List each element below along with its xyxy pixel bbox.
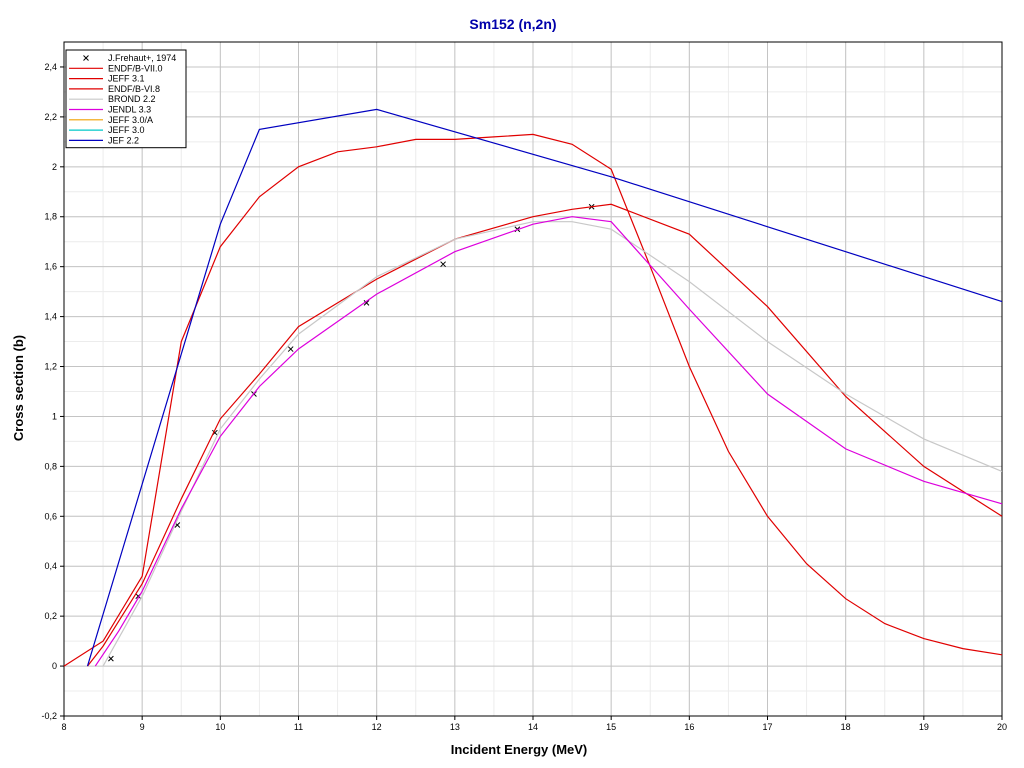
x-tick-label: 18	[841, 722, 851, 732]
legend-item: ENDF/B-VII.0	[69, 63, 163, 73]
legend-item: BROND 2.2	[69, 94, 156, 104]
legend-item: JEFF 3.1	[69, 74, 145, 84]
y-tick-label: 1,8	[44, 212, 57, 222]
legend-label: JEFF 3.1	[108, 74, 145, 84]
legend-item: JENDL 3.3	[69, 105, 151, 115]
series-line-jeff-3-1	[63, 133, 1003, 667]
y-tick-label: 2	[52, 162, 57, 172]
y-tick-label: 1,4	[44, 312, 57, 322]
data-point-j-frehaut-1974	[287, 346, 294, 352]
x-tick-label: 12	[372, 722, 382, 732]
axis-ticks: 8 9 10 11 12 13 14 15 16 17 18 19 20-0,200,20,40,60,…	[41, 62, 1007, 732]
legend-item: J.Frehaut+, 1974	[83, 53, 176, 63]
x-tick-label: 15	[606, 722, 616, 732]
legend-label: J.Frehaut+, 1974	[108, 53, 176, 63]
x-tick-label: 13	[450, 722, 460, 732]
x-tick-label: 20	[997, 722, 1007, 732]
legend-label: JENDL 3.3	[108, 105, 151, 115]
series-line-jef-2-2	[86, 108, 1003, 667]
series-line-jendl-3-3	[94, 216, 1003, 667]
x-tick-label: 8	[61, 722, 66, 732]
y-axis-label: Cross section (b)	[11, 335, 26, 441]
y-tick-label: 1	[52, 411, 57, 421]
y-tick-label: 1,6	[44, 262, 57, 272]
legend-label: JEF 2.2	[108, 135, 139, 145]
x-axis-label: Incident Energy (MeV)	[451, 742, 588, 757]
x-tick-label: 19	[919, 722, 929, 732]
data-point-j-frehaut-1974	[440, 261, 446, 268]
y-tick-label: 0,2	[44, 611, 57, 621]
data-point-j-frehaut-1974	[108, 655, 114, 662]
legend-label: ENDF/B-VII.0	[108, 63, 163, 73]
x-tick-label: 17	[762, 722, 772, 732]
y-tick-label: 0,8	[44, 461, 57, 471]
legend-label: BROND 2.2	[108, 94, 156, 104]
legend-item: JEFF 3.0	[69, 125, 145, 135]
legend-item: ENDF/B-VI.8	[69, 84, 160, 94]
y-tick-label: 2,2	[44, 112, 57, 122]
x-tick-label: 11	[294, 722, 303, 732]
legend-item: JEF 2.2	[69, 135, 139, 145]
y-tick-label: 0	[52, 661, 57, 671]
grid	[63, 41, 1003, 717]
y-tick-label: 2,4	[44, 62, 57, 72]
series-line-brond-2-2	[102, 221, 1003, 667]
series-layer	[63, 108, 1003, 667]
y-tick-label: 1,2	[44, 362, 57, 372]
data-point-j-frehaut-1974	[363, 300, 370, 306]
legend-label: ENDF/B-VI.8	[108, 84, 160, 94]
x-tick-label: 16	[684, 722, 694, 732]
y-tick-label: 0,4	[44, 561, 57, 571]
x-tick-label: 10	[215, 722, 225, 732]
legend-label: JEFF 3.0	[108, 125, 145, 135]
y-tick-label: -0,2	[41, 711, 57, 721]
chart-title: Sm152 (n,2n)	[469, 16, 556, 32]
legend-label: JEFF 3.0/A	[108, 115, 153, 125]
x-tick-label: 9	[140, 722, 145, 732]
x-tick-label: 14	[528, 722, 538, 732]
y-tick-label: 0,6	[44, 511, 57, 521]
legend-item: JEFF 3.0/A	[69, 115, 153, 125]
